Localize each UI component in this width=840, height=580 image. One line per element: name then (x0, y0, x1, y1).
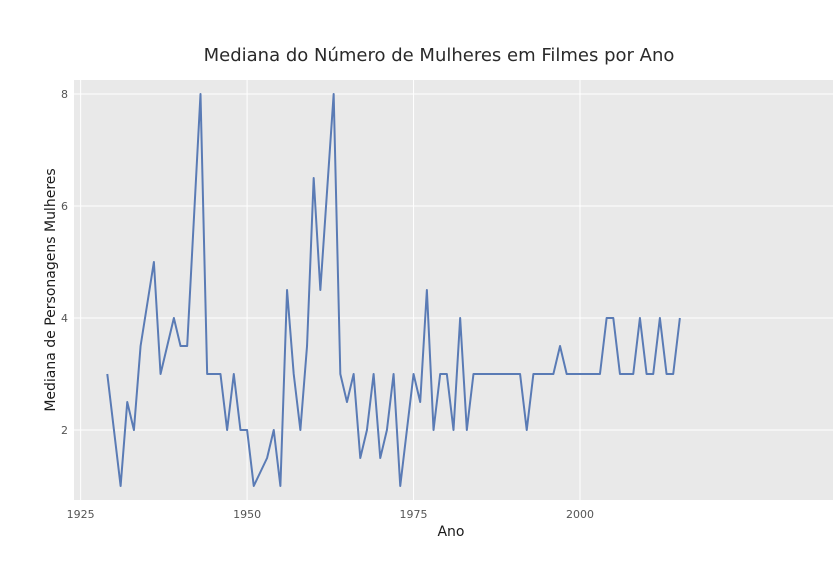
x-tick-label: 1950 (233, 508, 261, 521)
chart-title: Mediana do Número de Mulheres em Filmes … (204, 45, 675, 66)
x-axis-ticks: 1925 1950 1975 2000 (67, 508, 594, 521)
y-tick-label: 8 (61, 88, 68, 101)
y-axis-ticks: 2 4 6 8 (61, 88, 68, 437)
x-tick-label: 1975 (400, 508, 428, 521)
y-tick-label: 4 (61, 312, 68, 325)
plot-background (74, 80, 833, 500)
y-tick-label: 2 (61, 424, 68, 437)
y-axis-label: Mediana de Personagens Mulheres (43, 168, 59, 411)
y-tick-label: 6 (61, 200, 68, 213)
x-axis-label: Ano (437, 524, 464, 540)
x-tick-label: 2000 (566, 508, 594, 521)
x-tick-label: 1925 (67, 508, 95, 521)
series-line (106, 93, 681, 487)
